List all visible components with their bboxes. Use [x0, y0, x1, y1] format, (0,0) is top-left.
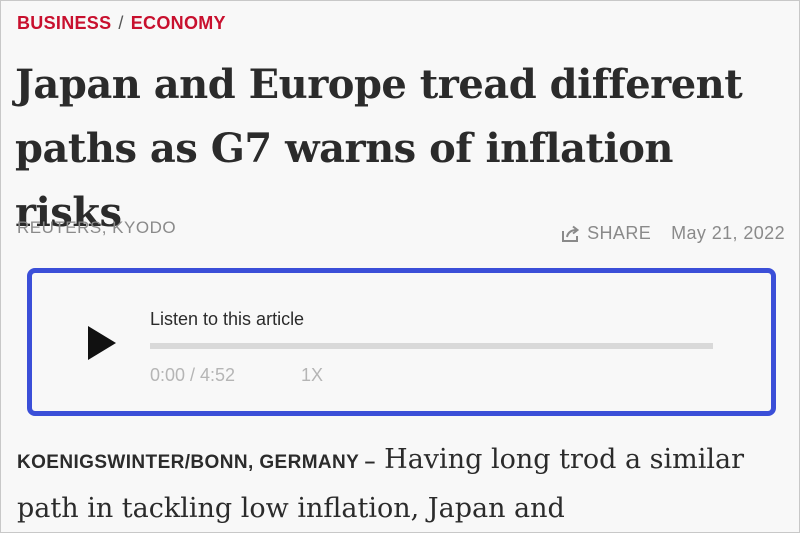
play-icon — [88, 326, 116, 360]
article-headline: Japan and Europe tread different paths a… — [15, 61, 743, 236]
audio-player: Listen to this article 0:00 / 4:52 1X — [27, 268, 776, 416]
play-button[interactable] — [85, 324, 119, 362]
share-icon — [562, 225, 580, 242]
audio-player-label: Listen to this article — [150, 309, 305, 329]
article-body: KOENIGSWINTER/BONN, GERMANY – Having lon… — [17, 437, 787, 532]
audio-time: 0:00 / 4:52 — [150, 365, 236, 385]
breadcrumb: BUSINESS / ECONOMY — [17, 13, 226, 34]
share-label: SHARE — [587, 223, 652, 243]
article-meta: SHARE May 21, 2022 — [561, 223, 785, 244]
playback-speed-button[interactable]: 1X — [301, 365, 324, 385]
breadcrumb-economy-link[interactable]: ECONOMY — [130, 13, 226, 33]
audio-progress-bar[interactable] — [150, 343, 713, 349]
publish-date: May 21, 2022 — [671, 223, 785, 243]
article-byline: REUTERS, KYODO — [17, 218, 177, 237]
article-dateline: KOENIGSWINTER/BONN, GERMANY – — [17, 452, 376, 473]
share-button[interactable]: SHARE — [561, 223, 651, 244]
breadcrumb-separator: / — [118, 13, 124, 33]
article-body-text: Having long trod a similar path in tackl… — [17, 444, 745, 524]
breadcrumb-business-link[interactable]: BUSINESS — [17, 13, 112, 33]
